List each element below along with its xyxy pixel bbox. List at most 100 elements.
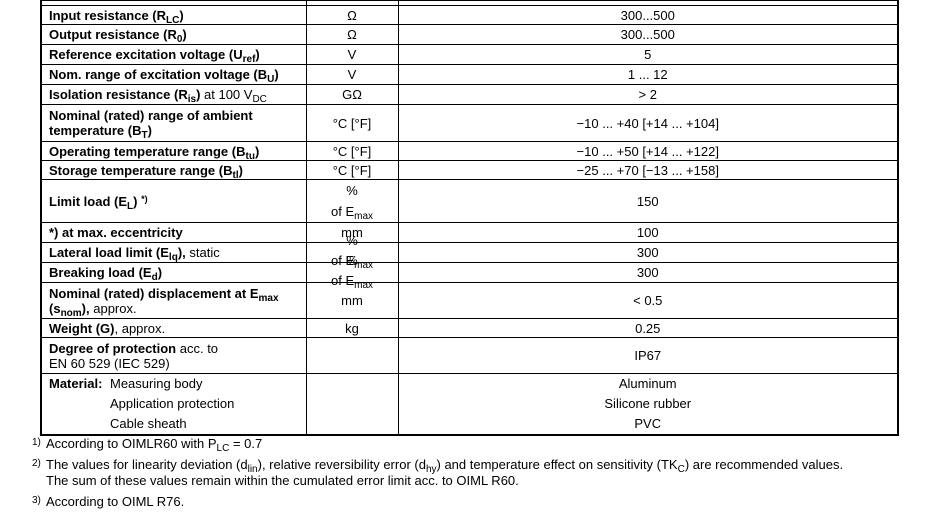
- table-row: Nominal (rated) displacement at Emax (sn…: [40, 282, 899, 319]
- unit-cell: V: [305, 64, 399, 85]
- parameter-cell: Weight (G), approx.: [40, 318, 307, 338]
- parameter-text: at 100 V: [200, 87, 253, 102]
- parameter-text: Isolation resistance (R: [49, 87, 188, 102]
- parameter-cell: Output resistance (R0): [40, 24, 307, 45]
- table-row: Nom. range of excitation voltage (BU) V 1 …: [40, 64, 899, 85]
- parameter-text: (s: [49, 300, 61, 316]
- unit-cell: mm: [305, 282, 399, 319]
- footnote-text: According to OIML R76.: [46, 494, 185, 509]
- value-cell: 150: [397, 179, 899, 223]
- parameter-cell: Lateral load limit (Elq), static: [40, 242, 307, 263]
- value-text: −25 ... +70 [−13 ... +158]: [576, 162, 719, 178]
- value-text: 0.25: [635, 320, 661, 336]
- unit-cell: V: [305, 44, 399, 65]
- unit-text: %: [346, 253, 358, 268]
- value-cell: < 0.5: [397, 282, 899, 319]
- parameter-text: ),: [177, 245, 186, 260]
- unit-cell: [305, 373, 399, 436]
- parameter-text: Nominal (rated) range of ambient tempera…: [49, 108, 253, 138]
- value-cell: −10 ... +40 [+14 ... +104]: [397, 104, 899, 142]
- parameter-text: ): [196, 87, 201, 102]
- unit-text: °C [°F]: [332, 115, 372, 131]
- unit-text: °C [°F]: [332, 143, 372, 159]
- material-line: Cable sheath: [49, 414, 299, 434]
- table-row: Input resistance (RLC) Ω 300...500: [40, 5, 899, 26]
- value-text: −10 ... +40 [+14 ... +104]: [576, 115, 719, 131]
- material-value: Aluminum: [618, 376, 677, 391]
- parameter-text: ): [255, 47, 260, 62]
- table-body: Input resistance (RLC) Ω 300...500 Output r…: [40, 0, 899, 436]
- footnote-text: ) and temperature effect on sensitivity …: [436, 457, 678, 472]
- parameter-text: T: [141, 130, 148, 141]
- value-text: < 0.5: [633, 293, 663, 308]
- value-text: 300: [636, 265, 659, 280]
- footnote-text: = 0.7: [229, 436, 263, 451]
- material-cell: Material: Measuring body Application prote…: [40, 373, 307, 436]
- spec-table: Input resistance (RLC) Ω 300...500 Output r…: [40, 0, 899, 436]
- parameter-cell: Limit load (EL) *): [40, 179, 307, 223]
- table-row: Operating temperature range (Btu) °C [°F]…: [40, 141, 899, 162]
- parameter-text: ): [133, 193, 142, 209]
- unit-cell: °C [°F]: [305, 141, 399, 161]
- material-line: Material: Measuring body: [49, 374, 299, 394]
- material-row: Material: Measuring body Application prote…: [40, 373, 899, 436]
- value-cell: 5: [397, 44, 899, 65]
- footnote-mark: 2): [32, 458, 41, 469]
- parameter-text: Breaking load (E: [49, 265, 152, 280]
- value-text: 300: [636, 245, 659, 260]
- parameter-text: Nominal (rated) displacement at E: [49, 285, 259, 301]
- value-text: 150: [636, 193, 659, 209]
- footnote-text: LC: [216, 443, 230, 454]
- footnote-mark: 3): [32, 495, 41, 506]
- parameter-text: Weight (G): [49, 320, 115, 336]
- unit-cell: % of Emax: [305, 253, 399, 291]
- parameter-text: max: [258, 292, 279, 304]
- value-text: 300...500: [620, 7, 675, 23]
- unit-cell: °C [°F]: [305, 160, 399, 180]
- parameter-text: is: [187, 94, 197, 105]
- value-cell: 0.25: [397, 318, 899, 338]
- value-text: 300...500: [620, 27, 675, 42]
- value-text: 5: [644, 47, 652, 62]
- value-text: IP67: [634, 348, 662, 363]
- footnote-text: The sum of these values remain within th…: [46, 473, 519, 488]
- material-value: PVC: [634, 416, 662, 431]
- table-row: *) at max. eccentricity mm 100: [40, 222, 899, 243]
- value-cell: −25 ... +70 [−13 ... +158]: [397, 160, 899, 180]
- value-cell: 300: [397, 242, 899, 263]
- parameter-text: ): [182, 27, 187, 42]
- table-row: Lateral load limit (Elq), static% of Emax…: [40, 233, 899, 271]
- parameter-cell: Nominal (rated) range of ambient tempera…: [40, 104, 307, 142]
- unit-text: V: [347, 47, 357, 62]
- parameter-cell: Operating temperature range (Btu): [40, 141, 307, 162]
- parameter-text: tu: [245, 150, 255, 162]
- parameter-text: Nom. range of excitation voltage (B: [49, 67, 268, 82]
- parameter-cell: *) at max. eccentricity: [40, 222, 307, 243]
- parameter-text: ),: [81, 300, 90, 316]
- unit-cell: kg: [305, 318, 399, 338]
- unit-text: mm: [341, 293, 363, 308]
- parameter-text: LC: [166, 14, 180, 26]
- footnote: 3) According to OIML R76.: [32, 494, 932, 510]
- value-cell: 1 ... 12: [397, 64, 899, 85]
- parameter-text: d: [151, 272, 158, 283]
- table-row: Nominal (rated) range of ambient tempera…: [40, 104, 899, 142]
- unit-cell: Ω: [305, 24, 399, 45]
- parameter-text: U: [267, 74, 275, 85]
- value-cell: 100: [397, 222, 899, 243]
- unit-text: of E: [330, 204, 355, 219]
- value-text: −10 ... +50 [+14 ... +122]: [576, 143, 719, 159]
- table-row: Degree of protection acc. to EN 60 529 (I…: [40, 337, 899, 374]
- parameter-text: ): [254, 143, 260, 159]
- parameter-cell: Nom. range of excitation voltage (BU): [40, 64, 307, 85]
- parameter-text: Operating temperature range (B: [49, 143, 246, 159]
- parameter-text: ref: [242, 54, 256, 65]
- table-row: Weight (G), approx. kg 0.25: [40, 318, 899, 338]
- parameter-text: Output resistance (R: [49, 27, 177, 42]
- parameter-text: Input resistance (R: [49, 7, 167, 23]
- unit-text: Ω: [347, 27, 357, 42]
- value-text: 1 ... 12: [627, 67, 668, 82]
- parameter-cell: Breaking load (Ed): [40, 262, 307, 283]
- parameter-text: L: [127, 200, 134, 212]
- footnotes: 1) According to OIMLR60 with PLC = 0.7 2) T…: [32, 436, 932, 515]
